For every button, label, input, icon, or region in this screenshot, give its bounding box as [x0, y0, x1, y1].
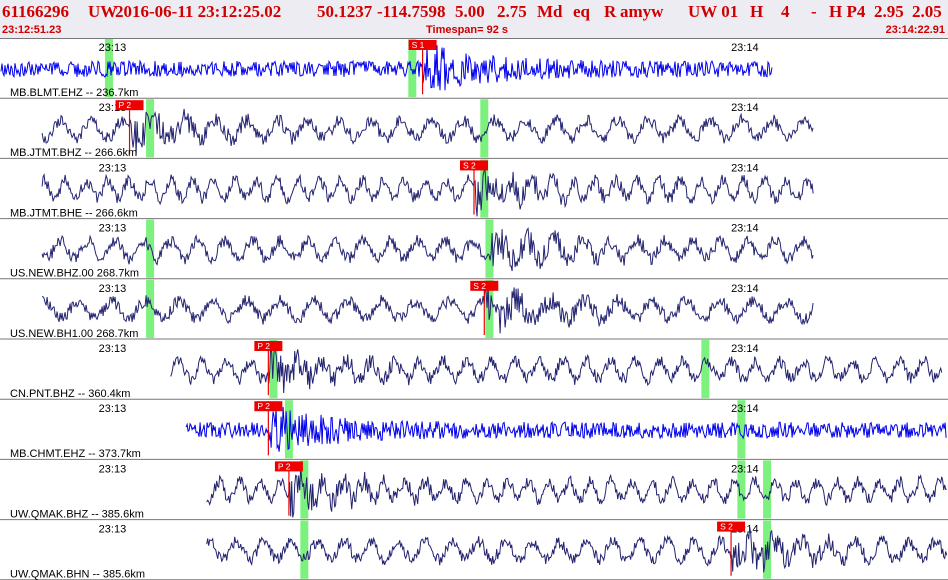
- event-erh: 2.05: [912, 2, 942, 21]
- event-dash: -: [811, 2, 817, 21]
- time-tick-label: 23:14: [731, 403, 759, 415]
- seismogram-trace: [41, 283, 814, 334]
- pick-window: [284, 400, 293, 459]
- time-tick-label: 23:14: [731, 223, 759, 235]
- time-tick-label: 23:13: [99, 283, 127, 295]
- timespan-label: Timespan= 92 s: [426, 24, 509, 36]
- pick-label-box: [274, 461, 303, 472]
- pick-label: S 2: [720, 522, 733, 532]
- pick-label-box: [254, 341, 283, 351]
- channel-label: US.NEW.BHZ.00 268.7km: [10, 268, 139, 280]
- event-magnitude-type: Md: [537, 2, 563, 21]
- pick-window: [146, 219, 155, 278]
- pick-window: [408, 39, 417, 98]
- window-start-time: 23:12:51.23: [2, 24, 62, 36]
- pick-label: P 2: [119, 100, 132, 110]
- pick-label: S 1: [412, 40, 425, 50]
- event-id: 61166296: [2, 2, 70, 21]
- event-depth: 5.00: [455, 2, 485, 21]
- seismogram-trace: [41, 170, 814, 217]
- pick-label-box: [470, 280, 499, 291]
- pick-window: [485, 279, 494, 338]
- event-header: 61166296 UW 2016-06-11 23:12:25.02 50.12…: [0, 0, 948, 22]
- channel-label: MB.BLMT.EHZ -- 236.7km: [10, 87, 138, 99]
- pick-label: S 2: [473, 281, 486, 291]
- time-tick-label: 23:13: [99, 162, 127, 174]
- channel-row: 23:13 23:14 S 2 MB.JTMT.BHE -- 266.6km: [0, 159, 948, 219]
- time-tick-label: 23:14: [731, 42, 759, 54]
- time-tick-label: 23:14: [731, 343, 759, 355]
- event-author: amyw: [620, 2, 664, 21]
- channel-row: 23:13 23:14 S 1 MB.BLMT.EHZ -- 236.7km: [0, 39, 948, 99]
- time-tick-label: 23:13: [99, 42, 127, 54]
- channel-row: 23:13 23:14 P 2 CN.PNT.BHZ -- 360.4km: [0, 340, 948, 400]
- pick-window: [737, 400, 746, 459]
- time-tick-label: 23:13: [99, 524, 127, 536]
- event-rms: 2.95: [874, 2, 904, 21]
- pick-label-box: [408, 40, 437, 50]
- pick-label: P 2: [257, 341, 270, 351]
- channel-row: 23:13 23:14 S 2 US.NEW.BH1.00 268.7km: [0, 279, 948, 340]
- channel-label: UW.QMAK.BHN -- 385.6km: [10, 569, 145, 580]
- pick-window: [300, 520, 309, 579]
- channel-row: 23:13 23:14 US.NEW.BHZ.00 268.7km: [0, 219, 948, 280]
- channel-label: MB.CHMT.EHZ -- 373.7km: [10, 448, 141, 460]
- channel-row: 23:13 23:14 P 2 UW.QMAK.BHZ -- 385.6km: [0, 460, 948, 520]
- time-tick-label: 23:14: [731, 283, 759, 295]
- pick-window: [480, 159, 489, 218]
- pick-label: P 2: [278, 461, 291, 471]
- event-origin-code: UW 01: [688, 2, 739, 21]
- time-tick-label: 23:14: [731, 463, 759, 475]
- event-algorithm: H P4: [829, 2, 866, 21]
- pick-label: P 2: [257, 401, 270, 411]
- pick-label-box: [115, 100, 144, 111]
- event-quality: 4: [781, 2, 790, 21]
- channel-label: US.NEW.BH1.00 268.7km: [10, 328, 138, 340]
- seismogram-trace: [206, 527, 948, 573]
- pick-label-box: [254, 401, 283, 412]
- time-tick-label: 23:13: [99, 463, 127, 475]
- event-type: eq: [573, 2, 590, 21]
- pick-label: S 2: [463, 160, 476, 170]
- event-magnitude: 2.75: [497, 2, 527, 21]
- event-longitude: -114.7598: [377, 2, 446, 21]
- pick-window: [480, 99, 489, 158]
- seismogram-panel[interactable]: 23:13 23:14S 1MB.BLMT.EHZ -- 236.7km23:13…: [0, 38, 948, 580]
- pick-label-box: [717, 521, 746, 532]
- seismogram-trace: [41, 108, 814, 155]
- seismogram-trace: [41, 227, 814, 272]
- channel-label: MB.JTMT.BHE -- 266.6km: [10, 207, 138, 219]
- time-tick-label: 23:13: [99, 223, 127, 235]
- pick-window: [146, 279, 155, 338]
- event-latitude: 50.1237: [317, 2, 373, 21]
- time-tick-label: 23:14: [731, 162, 759, 174]
- time-tick-label: 23:13: [99, 343, 127, 355]
- channel-label: CN.PNT.BHZ -- 360.4km: [10, 388, 130, 400]
- event-network: UW: [88, 2, 118, 21]
- channel-label: MB.JTMT.BHZ -- 266.6km: [10, 147, 137, 159]
- seismogram-trace: [170, 342, 943, 394]
- pick-window: [701, 340, 710, 399]
- channel-row: 23:13 23:14P 2MB.JTMT.BHZ -- 266.6km: [0, 99, 948, 159]
- seismogram-trace: [185, 406, 947, 452]
- event-review-flag: R: [604, 2, 617, 21]
- pick-window: [485, 219, 494, 278]
- time-tick-label: 23:13: [99, 403, 127, 415]
- event-gtype: H: [750, 2, 764, 21]
- time-header: 23:12:51.23 Timespan= 92 s 23:14:22.91: [0, 22, 948, 39]
- window-end-time: 23:14:22.91: [885, 24, 945, 36]
- pick-label-box: [460, 160, 488, 171]
- channel-label: UW.QMAK.BHZ -- 385.6km: [10, 508, 144, 520]
- channel-row: 23:13 23:14 P 2 MB.CHMT.EHZ -- 373.7km: [0, 400, 948, 460]
- seismogram-trace: [206, 465, 947, 518]
- time-tick-label: 23:14: [731, 102, 759, 114]
- pick-window: [737, 460, 746, 519]
- pick-window: [763, 460, 772, 519]
- event-datetime: 2016-06-11 23:12:25.02: [115, 2, 282, 21]
- seismogram-trace: [0, 45, 773, 91]
